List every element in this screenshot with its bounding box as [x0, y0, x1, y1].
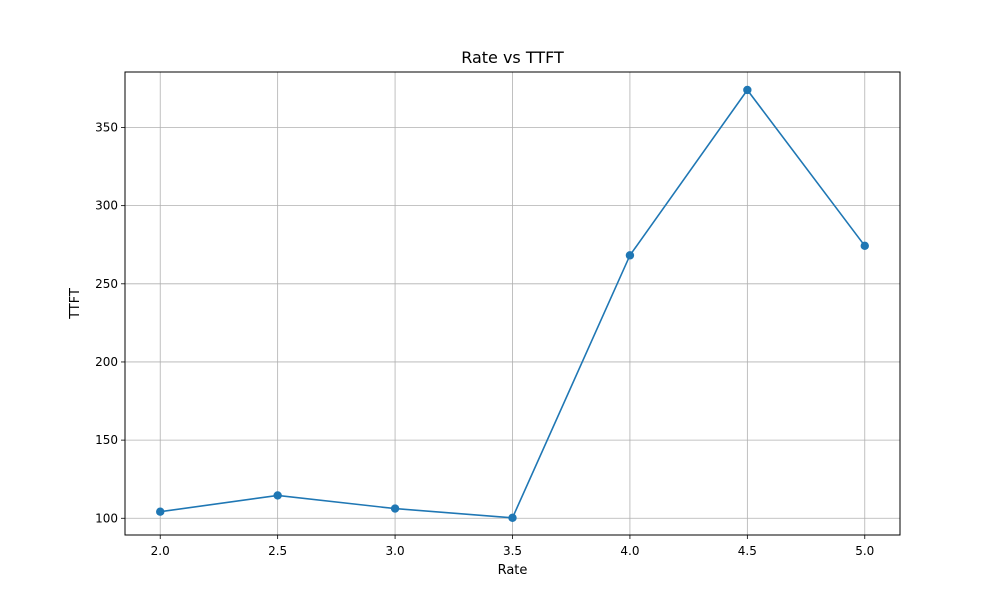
- x-tick-label: 5.0: [855, 544, 874, 558]
- axis-ticks: 2.0 2.5 3.0 3.5 4.0 4.5 5.0 100 150 200 250 300 350: [95, 120, 874, 558]
- data-point: [156, 507, 165, 516]
- data-point: [743, 85, 752, 95]
- data-series: [156, 85, 869, 523]
- x-axis-label: Rate: [498, 563, 528, 578]
- grid-lines: [125, 72, 900, 535]
- y-axis-label: TTFT: [68, 288, 83, 320]
- data-point: [508, 513, 517, 523]
- data-point: [625, 251, 635, 260]
- data-point: [390, 504, 400, 513]
- y-tick-label: 200: [95, 355, 118, 369]
- y-tick-label: 100: [95, 511, 118, 525]
- x-tick-label: 2.5: [268, 544, 287, 558]
- y-tick-label: 150: [95, 433, 118, 447]
- x-tick-label: 2.0: [151, 544, 170, 558]
- x-tick-label: 3.5: [503, 544, 522, 558]
- y-tick-label: 300: [95, 199, 118, 213]
- chart-title: Rate vs TTFT: [461, 48, 564, 67]
- x-tick-label: 3.0: [386, 544, 405, 558]
- x-tick-label: 4.5: [738, 544, 757, 558]
- y-tick-label: 250: [95, 277, 118, 291]
- data-point: [273, 491, 282, 500]
- data-point: [860, 241, 869, 251]
- y-tick-label: 350: [95, 120, 118, 134]
- x-tick-label: 4.0: [620, 544, 639, 558]
